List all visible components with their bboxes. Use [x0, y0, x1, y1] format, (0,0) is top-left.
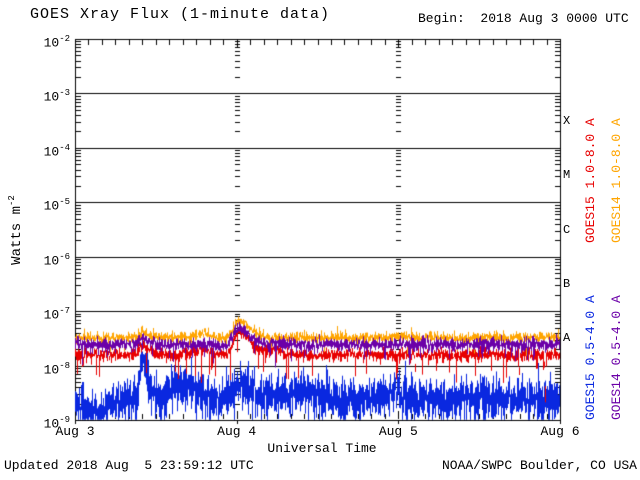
x-tick-label-aug-6: Aug 6: [540, 424, 580, 439]
x-tick-label-aug-4: Aug 4: [217, 424, 257, 439]
y-tick-label-1e-6: 10-6: [43, 251, 70, 269]
y-tick-label-1e-5: 10-5: [43, 197, 70, 214]
legend-goes15-short: GOES15 0.5-4.0 A: [583, 295, 598, 420]
legend-goes14-long: GOES14 1.0-8.0 A: [609, 118, 624, 243]
legend-goes14-short: GOES14 0.5-4.0 A: [609, 295, 624, 420]
y-tick-label-1e-4: 10-4: [43, 142, 70, 160]
y-tick-label-1e-2: 10-2: [43, 34, 70, 51]
flare-class-a: A: [563, 331, 571, 346]
flare-class-b: B: [563, 276, 571, 291]
y-tick-label-1e-8: 10-8: [43, 360, 70, 377]
legend-goes15-long: GOES15 1.0-8.0 A: [583, 118, 598, 243]
credit-label: NOAA/SWPC Boulder, CO USA: [441, 458, 637, 473]
flare-class-m: M: [563, 168, 571, 183]
x-tick-label-aug-3: Aug 3: [55, 424, 95, 439]
flare-class-x: X: [563, 113, 571, 128]
y-tick-label-1e-9: 10-9: [43, 415, 70, 432]
begin-time-label: Begin: 2018 Aug 3 0000 UTC: [418, 11, 629, 26]
x-tick-label-aug-5: Aug 5: [378, 424, 418, 439]
updated-timestamp: Updated 2018 Aug 5 23:59:12 UTC: [4, 458, 254, 473]
y-tick-label-1e-3: 10-3: [43, 88, 70, 105]
flare-class-c: C: [563, 222, 571, 237]
x-axis-label: Universal Time: [267, 441, 377, 456]
y-tick-label-1e-7: 10-7: [43, 306, 70, 323]
chart-title: GOES Xray Flux (1-minute data): [30, 6, 331, 23]
